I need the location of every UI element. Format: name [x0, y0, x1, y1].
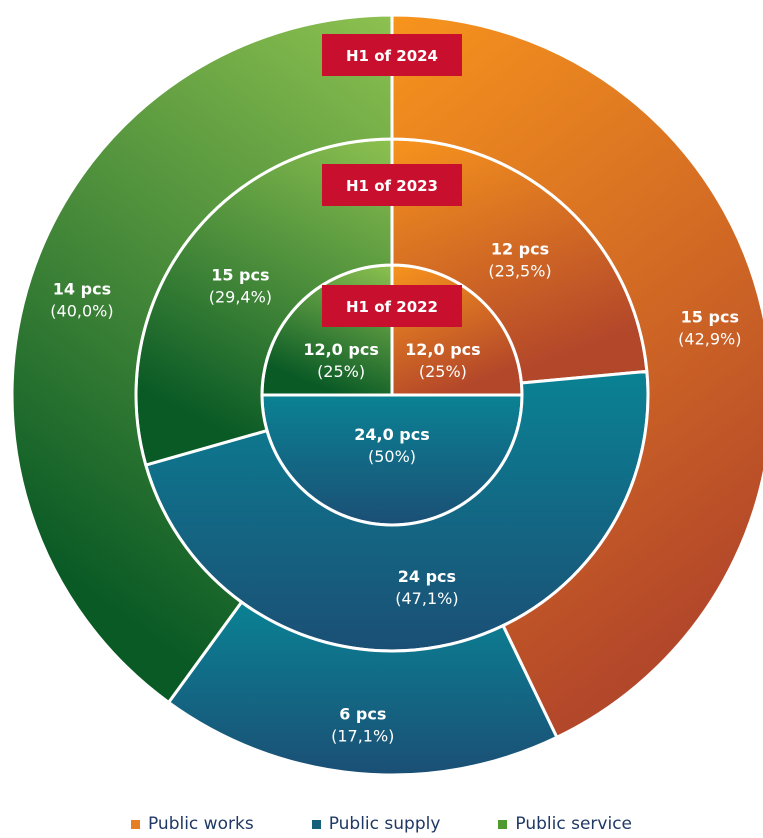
- slice-label-h1-of-2022-public-supply: 24,0 pcs: [354, 425, 430, 444]
- legend-label-public-works: Public works: [147, 814, 254, 834]
- slice-label-h1-of-2023-public-supply: 24 pcs: [398, 567, 456, 586]
- slice-label-h1-of-2023-public-service: 15 pcs: [211, 265, 269, 284]
- legend-item-public-supply: Public supply: [311, 814, 441, 834]
- chart-legend: Public works Public supply Public servic…: [0, 814, 763, 834]
- ring-title-text: H1 of 2022: [346, 298, 438, 316]
- slice-label-h1-of-2022-public-works: 12,0 pcs: [405, 340, 481, 359]
- ring-title-h1-of-2022: H1 of 2022: [322, 285, 462, 327]
- slice-pct-h1-of-2023-public-supply: (47,1%): [395, 589, 458, 608]
- slice-label-h1-of-2022-public-service: 12,0 pcs: [303, 340, 379, 359]
- legend-item-public-service: Public service: [498, 814, 632, 834]
- slice-pct-h1-of-2024-public-works: (42,9%): [678, 329, 741, 348]
- slice-h1-of-2024-public-supply: [166, 600, 559, 777]
- slice-pct-h1-of-2023-public-service: (29,4%): [209, 287, 272, 306]
- legend-swatch-public-works: [130, 819, 140, 829]
- ring-title-text: H1 of 2023: [346, 177, 438, 195]
- slice-label-h1-of-2023-public-works: 12 pcs: [491, 240, 549, 259]
- slice-pct-h1-of-2023-public-works: (23,5%): [488, 262, 551, 281]
- legend-label-public-service: Public service: [515, 814, 633, 834]
- slice-label-h1-of-2024-public-works: 15 pcs: [681, 307, 739, 326]
- legend-item-public-works: Public works: [130, 814, 254, 834]
- slice-label-h1-of-2024-public-service: 14 pcs: [53, 279, 111, 298]
- legend-swatch-public-supply: [311, 819, 321, 829]
- legend-swatch-public-service: [498, 819, 508, 829]
- slice-h1-of-2024-public-works: [390, 13, 763, 740]
- ring-title-h1-of-2024: H1 of 2024: [322, 34, 462, 76]
- legend-label-public-supply: Public supply: [328, 814, 441, 834]
- slice-label-h1-of-2024-public-supply: 6 pcs: [339, 705, 386, 724]
- slice-pct-h1-of-2022-public-works: (25%): [419, 362, 467, 381]
- ring-title-box: [322, 34, 462, 76]
- slice-pct-h1-of-2022-public-supply: (50%): [368, 447, 416, 466]
- ring-title-h1-of-2023: H1 of 2023: [322, 164, 462, 206]
- slice-h1-of-2024-public-service: [10, 13, 394, 705]
- slice-pct-h1-of-2022-public-service: (25%): [317, 362, 365, 381]
- ring-title-box: [322, 164, 462, 206]
- ring-title-box: [322, 285, 462, 327]
- ring-title-text: H1 of 2024: [346, 47, 438, 65]
- slice-pct-h1-of-2024-public-service: (40,0%): [50, 301, 113, 320]
- slice-pct-h1-of-2024-public-supply: (17,1%): [331, 727, 394, 746]
